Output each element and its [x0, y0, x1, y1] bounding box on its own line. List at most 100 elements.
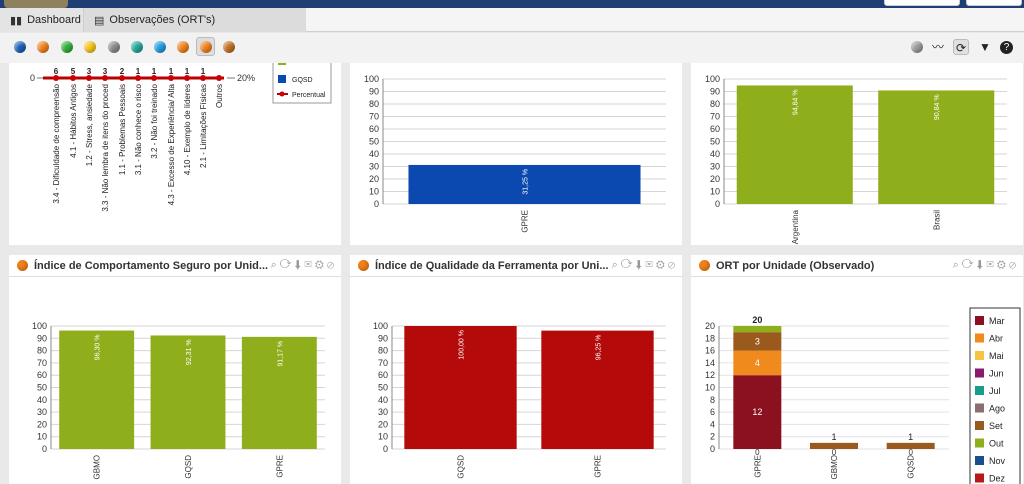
header-button-2[interactable] — [966, 0, 1022, 6]
legend-label: Mar — [989, 316, 1005, 326]
x-tick-label: GPRE — [275, 455, 284, 478]
legend-label: Dez — [989, 474, 1006, 484]
percentual-point — [135, 75, 141, 81]
orange-status-icon — [358, 260, 369, 271]
panel-country: 0 10 20 30 40 50 60 70 80 90 100 94,84 % Argentina 90… — [691, 63, 1023, 245]
filter-dot-6[interactable] — [131, 41, 143, 53]
y-tick-label: 0 — [715, 199, 720, 209]
y-tick-label: 20 — [378, 419, 388, 429]
bar-value-label: 91,17 % — [277, 341, 284, 367]
panel-toolbar-icons[interactable]: ⌕⟳⬇✉⚙⊘ — [270, 259, 337, 271]
bar-value-label: 100,00 % — [459, 330, 466, 360]
y-tick-label: 20 — [369, 174, 379, 184]
y-tick-label: 10 — [705, 383, 715, 393]
legend-label-gqsd: GQSD — [292, 77, 313, 84]
x-tick-label: GPRE — [753, 455, 762, 478]
bar-value-label: 31,25 % — [523, 169, 530, 195]
tab-observacoes[interactable]: ▤ Observações (ORT's) — [84, 8, 306, 32]
panel-title: ORT por Unidade (Observado) — [716, 259, 875, 272]
x-tick-label: 4.3 - Excesso de Experiência/ Alta — [167, 83, 176, 205]
country-chart: 0 10 20 30 40 50 60 70 80 90 100 94,84 % Argentina 90… — [705, 74, 1007, 244]
y-tick-label-right: 20% — [237, 73, 255, 83]
zero-label: 0 — [755, 448, 760, 457]
filter-dot-3[interactable] — [61, 41, 73, 53]
filter-dot-4[interactable] — [84, 41, 96, 53]
zero-label: 0 — [832, 448, 837, 457]
filter-icon[interactable]: ▼ — [979, 40, 991, 54]
bar — [150, 335, 226, 449]
bar-value-label: 96,30 % — [95, 335, 102, 361]
x-tick-label: 4.10 - Exemplo de líderes — [183, 84, 192, 175]
ort-chart: 024681012141618201243200GPRE10GBMO10GQSD… — [705, 307, 1021, 484]
header-button-1[interactable] — [884, 0, 960, 6]
percentual-point — [200, 75, 206, 81]
filter-dot-5[interactable] — [108, 41, 120, 53]
y-tick-label: 0 — [383, 444, 388, 454]
filter-dot-8[interactable] — [177, 41, 189, 53]
zero-label: 0 — [908, 448, 913, 457]
tool-chart: 0 10 20 30 40 50 60 70 80 90 100 100,00 % GQSD 96,25 … — [373, 321, 666, 479]
status-dot-icon[interactable] — [911, 41, 923, 53]
y-tick-label: 90 — [37, 333, 47, 343]
legend-swatch — [975, 421, 984, 430]
app-header — [0, 0, 1024, 8]
bar-value-label: 1 — [169, 67, 174, 76]
segment-label: 12 — [752, 407, 762, 417]
help-icon[interactable]: ? — [1000, 41, 1013, 54]
panel-gpre: 0 10 20 30 40 50 60 70 80 90 100 31,25 % GPRE — [350, 63, 682, 245]
y-tick-label: 70 — [369, 112, 379, 122]
y-tick-label: 20 — [710, 174, 720, 184]
refresh-icon[interactable]: ⟳ — [953, 39, 969, 55]
pareto-chart: 0 20% 6 3.4 - Dificuldade de compreensão 5 4.… — [30, 60, 332, 212]
bar — [404, 326, 517, 449]
filter-dot-9[interactable] — [200, 41, 212, 53]
y-tick-label: 30 — [378, 407, 388, 417]
legend-label: Nov — [989, 456, 1006, 466]
y-tick-label: 18 — [705, 333, 715, 343]
orange-status-icon — [17, 260, 28, 271]
x-tick-label: GQSD — [457, 455, 466, 479]
pulse-icon[interactable]: 〰 — [931, 40, 944, 54]
bar — [408, 164, 641, 204]
legend-label: Jun — [989, 369, 1004, 379]
y-tick-label: 60 — [710, 124, 720, 134]
segment-label: 4 — [755, 358, 760, 368]
gpre-chart: 0 10 20 30 40 50 60 70 80 90 100 31,25 % GPRE — [364, 74, 666, 233]
bar-value-label: 1 — [201, 67, 206, 76]
filter-dot-2[interactable] — [37, 41, 49, 53]
legend-label: Out — [989, 439, 1004, 449]
panel-pareto: 0 20% 6 3.4 - Dificuldade de compreensão 5 4.… — [9, 60, 341, 245]
panel-toolbar-icons[interactable]: ⌕⟳⬇✉⚙⊘ — [611, 259, 678, 271]
bar-value-label: 92,31 % — [186, 339, 193, 365]
y-tick-label: 40 — [369, 149, 379, 159]
filter-dot-10[interactable] — [223, 41, 235, 53]
x-tick-label: Argentina — [791, 209, 800, 244]
y-tick-label: 10 — [37, 432, 47, 442]
y-tick-label: 70 — [378, 358, 388, 368]
bar — [541, 330, 654, 449]
filter-dot-7[interactable] — [154, 41, 166, 53]
stack-segment — [733, 350, 782, 376]
tab-dashboard[interactable]: ▮▮ Dashboard — [0, 8, 84, 32]
legend-swatch — [975, 386, 984, 395]
legend-swatch — [975, 473, 984, 483]
y-tick-label: 60 — [378, 370, 388, 380]
y-tick-label: 70 — [710, 112, 720, 122]
bar-chart-icon: ▮▮ — [10, 14, 23, 27]
y-tick-label: 60 — [37, 370, 47, 380]
legend-label: Ago — [989, 404, 1005, 414]
percentual-point — [119, 75, 125, 81]
y-tick-label: 12 — [705, 370, 715, 380]
stack-total-label: 20 — [752, 315, 762, 325]
stack-segment — [886, 442, 935, 449]
y-tick-label: 30 — [710, 162, 720, 172]
panel-toolbar-icons[interactable]: ⌕⟳⬇✉⚙⊘ — [952, 259, 1019, 271]
y-tick-label: 80 — [710, 99, 720, 109]
percentual-point — [184, 75, 190, 81]
x-tick-label: 3.1 - Não conhece o risco — [134, 83, 143, 175]
bar-value-label: 1 — [136, 67, 141, 76]
filter-dot-1[interactable] — [14, 41, 26, 53]
y-tick-label: 4 — [710, 419, 715, 429]
y-tick-label: 10 — [369, 187, 379, 197]
x-tick-label: 1.1 - Problemas Pessoais — [118, 84, 127, 175]
